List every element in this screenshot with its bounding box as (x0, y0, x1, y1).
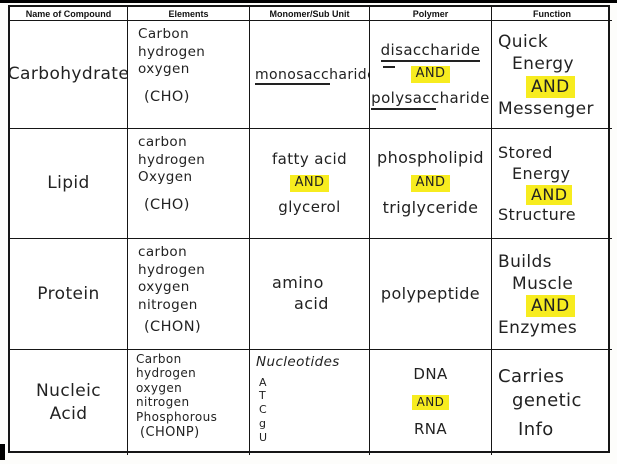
compound-name: Nucleic (36, 381, 101, 402)
monomer-term: acid (294, 294, 329, 313)
function-line: Energy (512, 54, 574, 75)
element-line: hydrogen (138, 43, 206, 60)
column-header-polymer: Polymer (370, 7, 492, 21)
column-header-name-of-compound: Name of Compound (10, 7, 128, 21)
polymer-term: DNA (413, 365, 448, 384)
protein-name-cell: Protein (10, 239, 128, 350)
element-formula: (CHO) (144, 196, 190, 213)
column-header-monomer-sub-unit: Monomer/Sub Unit (250, 7, 370, 21)
nucleic-acid-monomer-cell: Nucleotides A T C g U (250, 350, 370, 455)
carbohydrate-name-cell: Carbohydrate (10, 21, 128, 129)
function-line: Messenger (498, 98, 594, 119)
element-line: carbon (138, 244, 188, 260)
element-line: Carbon (138, 26, 190, 42)
function-line: Structure (498, 205, 577, 225)
lipid-elements-cell: carbon hydrogen Oxygen (CHO) (128, 129, 250, 239)
element-line: carbon (138, 134, 188, 150)
element-line: hydrogen (138, 151, 206, 168)
element-line: Phosphorous (136, 409, 218, 424)
compound-name: Protein (37, 283, 100, 304)
carbohydrate-monomer-cell: monosaccharide (250, 21, 370, 129)
carbohydrate-polymer-cell: disaccharide AND polysaccharide (370, 21, 492, 129)
nucleic-acid-polymer-cell: DNA AND RNA (370, 350, 492, 455)
nucleic-acid-elements-cell: Carbon hydrogen oxygen nitrogen Phosphor… (128, 350, 250, 455)
base-letter: T (259, 389, 267, 403)
column-header-function: Function (492, 7, 612, 21)
function-line: Energy (512, 163, 571, 183)
base-letter: C (259, 403, 268, 417)
element-formula: (CHON) (144, 319, 202, 336)
protein-elements-cell: carbon hydrogen oxygen nitrogen (CHON) (128, 239, 250, 350)
function-line: Builds (498, 251, 552, 272)
base-letter: g (259, 416, 267, 430)
element-line: oxygen (136, 380, 183, 395)
element-line: hydrogen (136, 366, 197, 381)
lipid-polymer-cell: phospholipid AND triglyceride (370, 129, 492, 239)
protein-monomer-cell: amino acid (250, 239, 370, 350)
polymer-term: triglyceride (382, 197, 479, 217)
scan-mark-left-edge (0, 444, 5, 460)
and-highlight: AND (410, 66, 451, 83)
function-line: genetic (512, 389, 582, 411)
polymer-term: disaccharide (380, 40, 481, 68)
and-highlight: AND (289, 175, 330, 192)
function-line: Carries (498, 366, 565, 388)
lipid-name-cell: Lipid (10, 129, 128, 239)
nucleic-acid-function-cell: Carries genetic Info (492, 350, 612, 455)
function-line: Muscle (512, 273, 574, 294)
element-line: nitrogen (138, 296, 198, 313)
compound-name: Lipid (47, 173, 90, 194)
element-line: Carbon (136, 352, 182, 366)
macromolecules-table: Name of Compound Elements Monomer/Sub Un… (8, 5, 612, 455)
lipid-function-cell: Stored Energy AND Structure (492, 129, 612, 239)
element-line: hydrogen (138, 261, 206, 278)
base-letter: A (259, 375, 267, 389)
nucleic-acid-name-cell: Nucleic Acid (10, 350, 128, 455)
column-header-elements: Elements (128, 7, 250, 21)
monomer-term: Nucleotides (256, 354, 340, 370)
protein-function-cell: Builds Muscle AND Enzymes (492, 239, 612, 350)
monomer-term: fatty acid (271, 149, 347, 168)
element-line: Oxygen (138, 169, 193, 186)
element-line: oxygen (138, 279, 190, 296)
element-formula: (CHO) (144, 88, 190, 105)
lipid-monomer-cell: fatty acid AND glycerol (250, 129, 370, 239)
compound-name: Carbohydrate (10, 64, 128, 85)
carbohydrate-elements-cell: Carbon hydrogen oxygen (CHO) (128, 21, 250, 129)
base-letter: U (259, 430, 268, 444)
and-highlight: AND (526, 184, 573, 206)
element-line: nitrogen (136, 395, 190, 410)
function-line: Info (518, 419, 554, 441)
carbohydrate-function-cell: Quick Energy AND Messenger (492, 21, 612, 129)
and-highlight: AND (410, 175, 451, 192)
polymer-term: polypeptide (380, 283, 481, 303)
monomer-term: amino (272, 273, 324, 293)
scan-border-top (0, 0, 617, 3)
function-line: Stored (498, 142, 553, 162)
monomer-term: glycerol (278, 197, 341, 216)
and-highlight: AND (411, 394, 450, 411)
monomer-term: monosaccharide (255, 67, 369, 85)
element-formula: (CHONP) (140, 424, 200, 440)
polymer-term: polysaccharide (371, 88, 490, 110)
element-line: oxygen (138, 61, 190, 78)
polymer-term: RNA (413, 420, 448, 439)
and-highlight: AND (526, 75, 575, 98)
function-line: Enzymes (498, 318, 578, 339)
and-highlight: AND (526, 295, 575, 318)
polymer-term: phospholipid (377, 148, 484, 168)
function-line: Quick (498, 32, 549, 53)
protein-polymer-cell: polypeptide (370, 239, 492, 350)
compound-name: Acid (49, 403, 88, 424)
